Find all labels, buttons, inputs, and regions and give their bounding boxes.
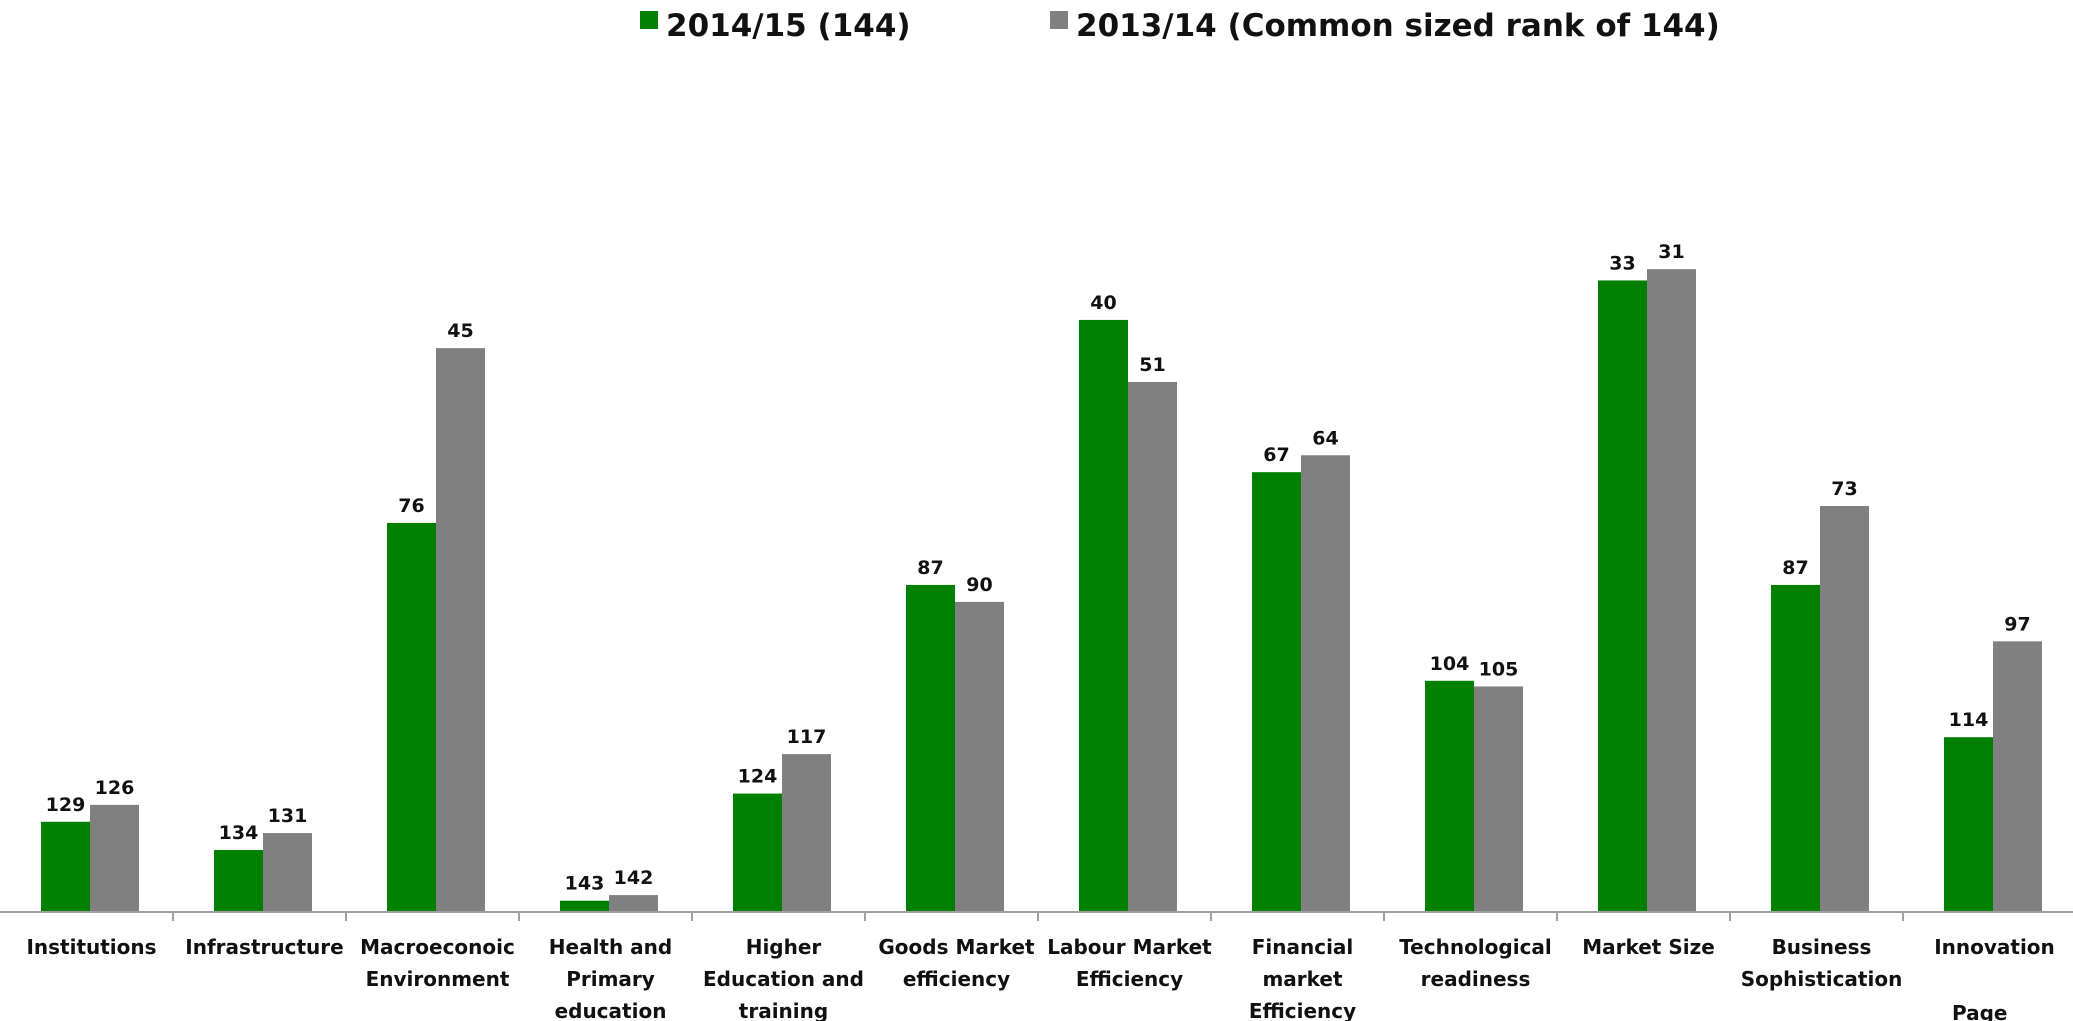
bar-infrastructure-series-2 — [263, 833, 312, 912]
data-label-goods-market-efficiency-series-2: 90 — [966, 574, 992, 596]
legend-swatch-2014-15 — [640, 11, 658, 29]
bar-market-size-series-1 — [1598, 280, 1647, 912]
data-label-macroeconoic-environment-series-2: 45 — [447, 320, 473, 342]
data-label-macroeconoic-environment-series-1: 76 — [398, 495, 424, 517]
data-label-higher-education-and-training-series-1: 124 — [738, 766, 778, 788]
data-label-financial-market-efficiency-series-2: 64 — [1312, 427, 1338, 449]
data-label-market-size-series-2: 31 — [1658, 241, 1684, 263]
bar-financial-market-efficiency-series-2 — [1301, 455, 1350, 912]
data-label-goods-market-efficiency-series-1: 87 — [917, 557, 943, 579]
category-label-higher-education-and-training: Higher Education and training — [703, 935, 864, 1021]
bar-innovation-series-1 — [1944, 737, 1993, 912]
bar-labour-market-efficiency-series-2 — [1128, 381, 1177, 912]
data-label-technological-readiness-series-2: 105 — [1479, 658, 1519, 680]
data-label-infrastructure-series-2: 131 — [268, 805, 308, 827]
bar-business-sophistication-series-2 — [1820, 506, 1869, 912]
bar-infrastructure-series-1 — [214, 849, 263, 912]
data-label-innovation-series-1: 114 — [1949, 709, 1989, 731]
category-label-goods-market-efficiency: Goods Market efficiency — [878, 935, 1035, 991]
bars-layer: 129 126 134 131 76 45 143 142 124 117 87 90 40 51 67 64… — [41, 241, 2042, 913]
bar-goods-market-efficiency-series-2 — [955, 601, 1004, 912]
bar-business-sophistication-series-1 — [1771, 584, 1820, 912]
bar-technological-readiness-series-2 — [1474, 686, 1523, 912]
data-label-institutions-series-2: 126 — [95, 777, 135, 799]
category-label-institutions: Institutions — [26, 935, 156, 959]
bar-market-size-series-2 — [1647, 269, 1696, 913]
bar-macroeconoic-environment-series-2 — [436, 348, 485, 913]
category-label-infrastructure: Infrastructure — [185, 935, 343, 959]
x-axis-category-labels: Institutions Infrastructure Macroeconoic En… — [26, 935, 2054, 1021]
bar-higher-education-and-training-series-1 — [733, 793, 782, 912]
footer-page-label: Page — [1952, 1001, 2008, 1021]
legend-label-2013-14: 2013/14 (Common sized rank of 144) — [1076, 8, 1720, 44]
bar-labour-market-efficiency-series-1 — [1079, 319, 1128, 913]
data-label-business-sophistication-series-2: 73 — [1831, 478, 1857, 500]
category-label-business-sophistication: Business Sophistication — [1741, 935, 1903, 991]
bar-health-and-primary-education-series-1 — [560, 900, 609, 912]
data-label-business-sophistication-series-1: 87 — [1782, 557, 1808, 579]
bar-macroeconoic-environment-series-1 — [387, 522, 436, 912]
data-label-market-size-series-1: 33 — [1609, 252, 1635, 274]
bar-higher-education-and-training-series-2 — [782, 754, 831, 912]
data-label-institutions-series-1: 129 — [46, 794, 86, 816]
category-label-labour-market-efficiency: Labour Market Efficiency — [1047, 935, 1212, 991]
data-label-labour-market-efficiency-series-1: 40 — [1090, 292, 1116, 314]
data-label-health-and-primary-education-series-1: 143 — [565, 873, 605, 895]
data-label-innovation-series-2: 97 — [2004, 613, 2030, 635]
legend: 2014/15 (144) 2013/14 (Common sized rank… — [640, 8, 1720, 44]
category-label-financial-market-efficiency: Financial market Efficiency — [1249, 935, 1356, 1021]
category-label-technological-readiness: Technological readiness — [1399, 935, 1552, 991]
bar-institutions-series-1 — [41, 821, 90, 912]
bar-health-and-primary-education-series-2 — [609, 895, 658, 912]
data-label-technological-readiness-series-1: 104 — [1430, 653, 1470, 675]
data-label-financial-market-efficiency-series-1: 67 — [1263, 444, 1289, 466]
bar-goods-market-efficiency-series-1 — [906, 584, 955, 912]
data-label-health-and-primary-education-series-2: 142 — [614, 867, 654, 889]
category-label-macroeconoic-environment: Macroeconoic Environment — [360, 935, 515, 991]
data-label-infrastructure-series-1: 134 — [219, 822, 259, 844]
legend-swatch-2013-14 — [1050, 11, 1068, 29]
bar-institutions-series-2 — [90, 804, 139, 912]
category-label-health-and-primary-education: Health and Primary education — [549, 935, 672, 1021]
category-label-market-size: Market Size — [1582, 935, 1715, 959]
data-label-labour-market-efficiency-series-2: 51 — [1139, 354, 1165, 376]
bar-technological-readiness-series-1 — [1425, 680, 1474, 912]
bar-financial-market-efficiency-series-1 — [1252, 472, 1301, 912]
bar-innovation-series-2 — [1993, 641, 2042, 912]
legend-label-2014-15: 2014/15 (144) — [666, 8, 911, 44]
x-axis-ticks — [172, 912, 1904, 921]
data-label-higher-education-and-training-series-2: 117 — [787, 726, 827, 748]
category-label-innovation: Innovation — [1934, 935, 2055, 959]
